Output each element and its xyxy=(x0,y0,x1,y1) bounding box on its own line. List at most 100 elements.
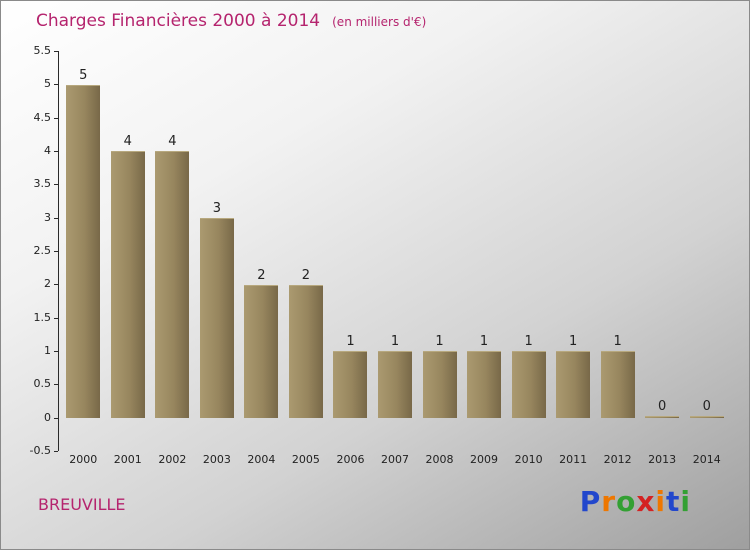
x-tick-label: 2008 xyxy=(425,453,454,466)
y-tick-mark xyxy=(54,317,58,319)
bar-value-label: 1 xyxy=(346,334,355,350)
logo-letter: r xyxy=(601,485,617,518)
chart-header: Charges Financières 2000 à 2014 (en mill… xyxy=(36,11,426,31)
bar xyxy=(199,218,234,418)
y-tick-label: 5 xyxy=(44,77,51,91)
x-tick-label: 2012 xyxy=(603,453,632,466)
y-tick-mark xyxy=(54,184,58,186)
bar-slot: 1 xyxy=(462,51,507,418)
y-tick-label: 1 xyxy=(44,344,51,357)
bar xyxy=(377,351,412,418)
y-tick-mark xyxy=(54,451,58,452)
bar-value-label: 0 xyxy=(702,399,711,414)
bar xyxy=(511,351,546,418)
y-tick-label: 5.5 xyxy=(33,44,52,57)
bar xyxy=(645,416,680,418)
bar-slot: 2 xyxy=(284,51,329,418)
y-tick-mark xyxy=(54,217,58,219)
bar xyxy=(556,351,591,418)
x-tick-label: 2002 xyxy=(158,453,187,466)
bar-value-label: 1 xyxy=(479,334,489,350)
bar xyxy=(288,284,323,418)
bar xyxy=(600,351,635,418)
y-tick-mark xyxy=(54,84,58,86)
y-tick-label: 4 xyxy=(44,144,51,157)
bar-value-label: 2 xyxy=(257,267,266,283)
bar xyxy=(333,351,368,418)
bar-slot: 4 xyxy=(106,51,151,418)
bar-slot: 1 xyxy=(417,51,462,418)
bar xyxy=(155,151,190,418)
bar xyxy=(66,84,101,418)
y-tick-label: 4.5 xyxy=(33,110,52,124)
logo-letter: o xyxy=(616,485,637,518)
y-tick-mark xyxy=(54,284,58,286)
y-tick-label: 3 xyxy=(44,210,51,224)
bar-value-label: 1 xyxy=(390,334,400,350)
bar-slot: 1 xyxy=(551,51,596,418)
x-tick-label: 2001 xyxy=(113,453,142,466)
bar xyxy=(467,351,502,418)
y-tick-label: -0.5 xyxy=(29,444,51,457)
bar-slot: 1 xyxy=(595,51,640,418)
bar-value-label: 1 xyxy=(613,334,622,350)
x-tick-label: 2010 xyxy=(514,453,543,466)
bar-slot: 2 xyxy=(239,51,284,418)
bar-slot: 4 xyxy=(150,51,195,418)
x-axis-labels: 2000 2001 2002 2003 2004 2005 2006 2007 2008 2009… xyxy=(61,453,729,466)
bar-slot: 3 xyxy=(195,51,240,418)
bar-value-label: 1 xyxy=(568,334,578,350)
y-tick-mark xyxy=(54,251,58,252)
x-tick-label: 2006 xyxy=(336,453,365,466)
bar-slot: 5 xyxy=(61,51,106,418)
logo-letter: P xyxy=(579,485,602,518)
bar-value-label: 2 xyxy=(301,267,311,283)
bar-value-label: 1 xyxy=(435,334,444,350)
x-tick-label: 2009 xyxy=(470,453,499,466)
bar-slot: 1 xyxy=(373,51,418,418)
logo-letter: i xyxy=(680,485,691,518)
company-name: BREUVILLE xyxy=(38,495,126,514)
x-tick-label: 2011 xyxy=(559,453,588,466)
logo-letter: t xyxy=(666,485,681,518)
x-tick-label: 2000 xyxy=(69,453,98,466)
bar xyxy=(422,351,457,418)
x-tick-label: 2013 xyxy=(648,453,677,466)
y-tick-label: 2 xyxy=(44,277,51,291)
y-tick-label: 2.5 xyxy=(33,244,52,257)
y-tick-label: 1.5 xyxy=(33,310,52,324)
bar-value-label: 5 xyxy=(79,67,88,83)
logo-letter: i xyxy=(655,485,666,518)
x-tick-label: 2004 xyxy=(247,453,276,466)
y-tick-mark xyxy=(54,117,58,119)
bar-slot: 0 xyxy=(640,51,685,418)
logo-letter: x xyxy=(636,485,656,518)
x-tick-label: 2007 xyxy=(380,453,409,466)
bar-value-label: 4 xyxy=(168,134,177,150)
bar-slot: 0 xyxy=(684,51,729,418)
x-tick-label: 2005 xyxy=(291,453,320,466)
y-axis-line xyxy=(58,51,59,451)
bar-slot: 1 xyxy=(328,51,373,418)
x-tick-label: 2003 xyxy=(202,453,231,466)
proxiti-logo: Proxiti xyxy=(580,485,691,518)
bars-container: 5 4 4 3 2 2 1 1 1 1 1 1 1 0 0 xyxy=(61,51,729,418)
x-tick-label: 2014 xyxy=(692,453,721,466)
y-tick-mark xyxy=(54,417,58,419)
y-tick-label: 0.5 xyxy=(33,377,52,391)
y-tick-mark xyxy=(54,384,58,386)
bar-value-label: 3 xyxy=(212,201,221,216)
y-tick-mark xyxy=(54,351,58,352)
bar-slot: 1 xyxy=(506,51,551,418)
y-tick-mark xyxy=(54,151,58,152)
y-tick-label: 3.5 xyxy=(33,177,52,191)
bar xyxy=(110,151,145,418)
y-tick-label: 0 xyxy=(44,410,51,424)
bar-value-label: 4 xyxy=(123,134,132,150)
bar xyxy=(689,416,724,418)
bar-value-label: 1 xyxy=(524,334,533,350)
y-tick-mark xyxy=(54,51,58,52)
chart-title: Charges Financières 2000 à 2014 xyxy=(36,11,321,31)
bar-value-label: 0 xyxy=(658,399,667,414)
